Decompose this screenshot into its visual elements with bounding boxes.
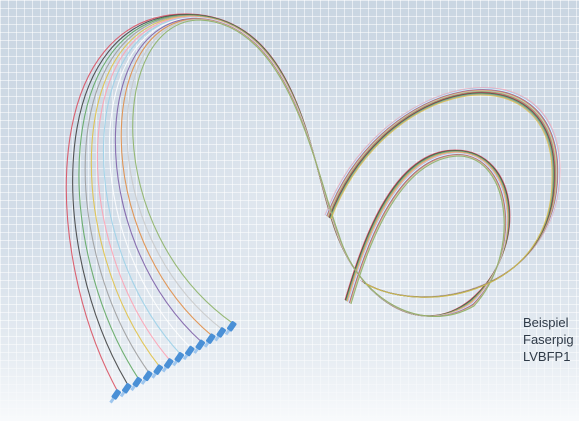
caption: Beispiel Faserpig LVBFP1 — [523, 314, 579, 365]
fiber-strand — [126, 18, 506, 331]
fiber-strand — [114, 17, 507, 343]
caption-line-1: Beispiel — [523, 315, 569, 330]
fiber-strand — [132, 19, 505, 325]
connector-ferrule — [224, 321, 237, 336]
connector-row — [109, 321, 237, 404]
fiber-strand — [108, 17, 507, 349]
connector-ferrule — [151, 364, 164, 379]
connector-ferrule — [130, 376, 143, 392]
connector-ferrule — [172, 352, 185, 367]
connector-ferrule — [193, 339, 206, 354]
fiber-strand — [120, 18, 506, 337]
fiber-strand — [102, 16, 508, 356]
caption-line-2: Faserpig — [523, 332, 574, 347]
connector-ferrule — [182, 345, 195, 361]
fiber-strand — [330, 94, 553, 298]
fiber-strand — [72, 13, 510, 387]
fiber-strand — [329, 93, 554, 298]
connector-ferrule — [140, 370, 153, 385]
connector-ferrule — [119, 383, 132, 398]
fiber-bundle — [65, 13, 561, 393]
caption-line-3: LVBFP1 — [523, 349, 571, 364]
fiber-strand — [65, 13, 511, 393]
connector-ferrule — [161, 358, 174, 373]
connector-ferrule — [109, 389, 122, 404]
connector-ferrule — [214, 327, 227, 342]
fiber-strand — [84, 15, 509, 374]
connector-ferrule — [203, 333, 216, 348]
